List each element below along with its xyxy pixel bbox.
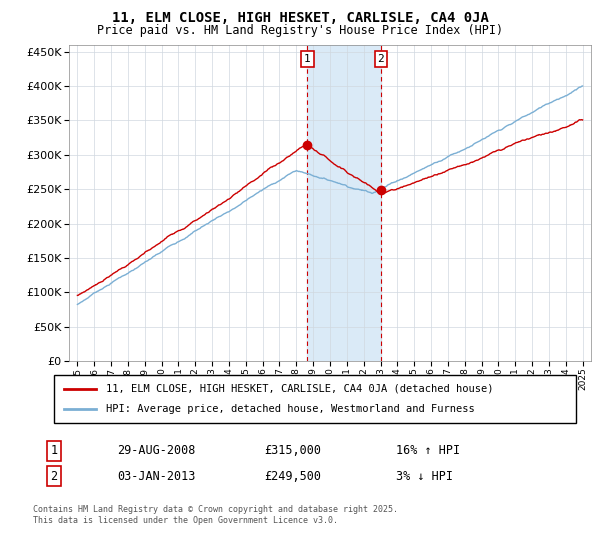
Text: 3% ↓ HPI: 3% ↓ HPI — [396, 469, 453, 483]
Text: Contains HM Land Registry data © Crown copyright and database right 2025.
This d: Contains HM Land Registry data © Crown c… — [33, 505, 398, 525]
Text: Price paid vs. HM Land Registry's House Price Index (HPI): Price paid vs. HM Land Registry's House … — [97, 24, 503, 36]
Bar — [307, 45, 380, 361]
Text: 1: 1 — [50, 444, 58, 458]
Text: 16% ↑ HPI: 16% ↑ HPI — [396, 444, 460, 458]
Text: 1: 1 — [304, 54, 311, 64]
Text: 03-JAN-2013: 03-JAN-2013 — [117, 469, 196, 483]
FancyBboxPatch shape — [54, 375, 576, 423]
Text: 29-AUG-2008: 29-AUG-2008 — [117, 444, 196, 458]
Text: £249,500: £249,500 — [264, 469, 321, 483]
Text: 2: 2 — [50, 469, 58, 483]
Text: £315,000: £315,000 — [264, 444, 321, 458]
Text: HPI: Average price, detached house, Westmorland and Furness: HPI: Average price, detached house, West… — [106, 404, 475, 414]
Text: 11, ELM CLOSE, HIGH HESKET, CARLISLE, CA4 0JA (detached house): 11, ELM CLOSE, HIGH HESKET, CARLISLE, CA… — [106, 384, 494, 394]
Text: 11, ELM CLOSE, HIGH HESKET, CARLISLE, CA4 0JA: 11, ELM CLOSE, HIGH HESKET, CARLISLE, CA… — [112, 11, 488, 25]
Text: 2: 2 — [377, 54, 384, 64]
